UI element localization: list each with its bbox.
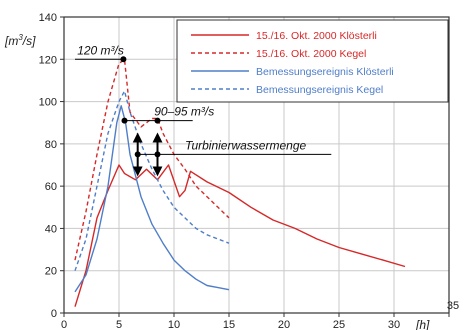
x-axis-label: [h] [415,318,430,330]
legend-label: 15./16. Okt. 2000 Kegel [256,48,366,60]
x-tick-label: 10 [168,319,180,330]
x-tick-label: 0 [61,319,67,330]
y-tick-label: 120 [39,54,57,66]
plot-frame [63,16,450,314]
legend-label: Bemessungsereignis Klösterli [256,66,394,78]
legend-label: 15./16. Okt. 2000 Klösterli [256,30,377,42]
series-line-0 [74,164,406,307]
series-line-2 [74,105,230,293]
x-tick-label: 25 [333,319,345,330]
peak-point [154,151,161,158]
y-tick-label: 100 [39,97,57,109]
y-tick-label: 140 [39,12,57,24]
peak-annotation: 120 m³/s [77,43,124,57]
y-axis-label-main: [m [4,34,18,48]
series-line-1 [74,58,230,261]
x-tick-label: 35 [447,300,459,312]
y-tick-label: 60 [45,181,57,193]
x-tick-label: 30 [388,319,400,330]
x-tick-label: 15 [223,319,235,330]
x-tick-label: 20 [278,319,290,330]
y-tick-label: 40 [45,223,57,235]
peak-point [121,117,128,124]
turbine-annotation: Turbinierwassermenge [185,138,306,152]
peak-point [120,56,127,63]
x-tick-label: 5 [116,319,122,330]
y-tick-label: 0 [51,308,57,320]
y-axis-label-sup: 3 [18,33,23,42]
series-line-3 [74,90,230,271]
y-axis-label: [m3/s] [4,33,36,48]
y-axis-label-tail: /s] [22,34,36,48]
legend-label: Bemessungsereignis Kegel [256,84,383,96]
range-annotation: 90–95 m³/s [154,105,214,119]
y-tick-label: 20 [45,266,57,278]
y-tick-label: 80 [45,139,57,151]
peak-point [154,117,161,124]
peak-point [134,151,141,158]
